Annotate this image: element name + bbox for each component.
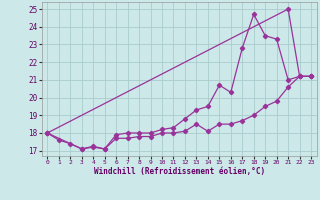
X-axis label: Windchill (Refroidissement éolien,°C): Windchill (Refroidissement éolien,°C) — [94, 167, 265, 176]
